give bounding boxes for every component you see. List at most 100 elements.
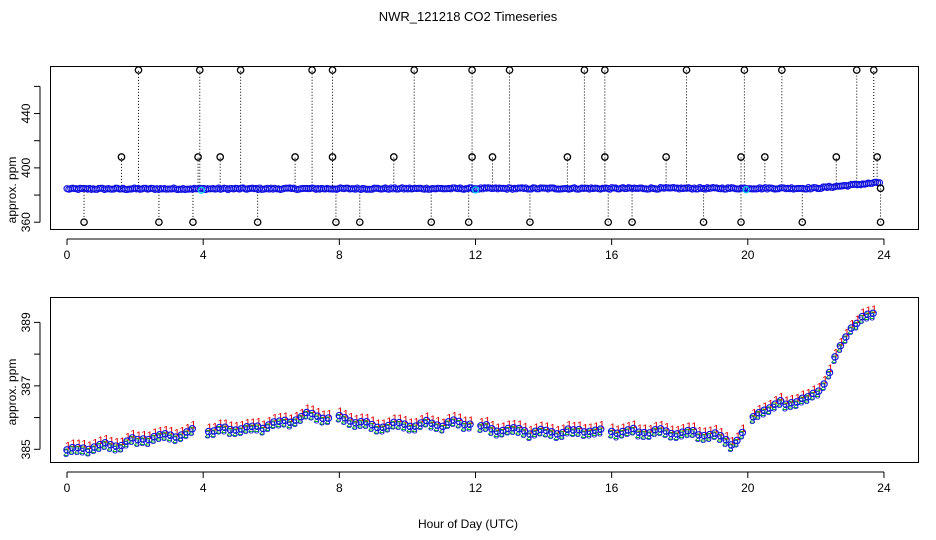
point-series-3: 3 (776, 399, 782, 411)
top-x-axis: 0 4 8 12 16 20 24 (64, 238, 891, 262)
point-series-3: 3 (74, 446, 80, 458)
point-series-3: 3 (79, 446, 85, 458)
spike-point (355, 218, 364, 227)
point-o (722, 435, 730, 444)
point-series-3: 3 (531, 429, 537, 441)
point-series-3: 3 (624, 428, 630, 440)
spike-point (662, 153, 670, 161)
point-series-3: 3 (597, 427, 603, 439)
spike-point (852, 66, 861, 74)
point-series-3: 3 (292, 418, 298, 430)
point-series-3: 3 (673, 432, 679, 444)
point-o (771, 400, 779, 408)
point-series-3: 3 (232, 428, 238, 440)
x-tick-label: 12 (469, 248, 483, 262)
spike-point (194, 153, 202, 161)
point-o (765, 404, 774, 412)
x-tick-label: 0 (64, 481, 71, 495)
point-o (341, 414, 349, 422)
spike-point (798, 218, 807, 227)
point-series-3: 3 (815, 389, 821, 401)
point-o (139, 435, 148, 443)
point-o (520, 427, 529, 435)
point-o (820, 380, 828, 388)
point-series-3: 3 (450, 418, 456, 430)
point-o (351, 419, 360, 427)
point-o (477, 422, 485, 430)
spike-point (563, 153, 572, 161)
point-series-3: 3 (662, 429, 668, 441)
point-o (177, 431, 186, 439)
point-series-3: 3 (766, 406, 772, 418)
spike-point (117, 153, 126, 161)
point-o (684, 426, 692, 435)
point-series-3: 3 (90, 445, 96, 457)
point-o (259, 424, 267, 433)
spike-point (682, 66, 691, 74)
spike-point (291, 153, 299, 161)
spike-point (328, 66, 337, 74)
point-series-3: 3 (771, 402, 777, 414)
point-o (302, 408, 311, 417)
point-series-3: 3 (629, 427, 635, 439)
point-series-3: 3 (520, 429, 526, 441)
top-y-axis: 360 400 440 (19, 85, 41, 232)
point-series-3: 3 (363, 420, 369, 432)
spike-point (468, 66, 476, 74)
point-o (564, 425, 572, 433)
point-series-3: 3 (264, 423, 270, 435)
point-o (831, 353, 839, 361)
point-series-3: 3 (188, 427, 194, 439)
point-o (504, 424, 512, 433)
point-series-3: 3 (461, 423, 467, 435)
point-o (776, 396, 785, 405)
point-series-3: 3 (782, 402, 788, 414)
point-o (646, 429, 654, 437)
point-series-3: 3 (243, 425, 249, 437)
spike-point (600, 153, 609, 161)
point-series-3: 3 (335, 414, 341, 426)
point-series-3: 3 (422, 419, 428, 431)
point-o (635, 428, 643, 436)
point-series-3: 3 (635, 430, 641, 442)
point-series-3: 3 (270, 420, 276, 432)
spike-point (389, 153, 398, 161)
spike-point (488, 153, 497, 161)
point-series-3: 3 (297, 415, 303, 427)
point-o (793, 398, 801, 406)
point-series-3: 3 (368, 423, 374, 435)
point-o (814, 387, 823, 395)
point-series-3: 3 (738, 431, 744, 443)
point-o (852, 319, 861, 328)
spike-point (328, 153, 337, 161)
point-o (798, 394, 807, 403)
point-series-3: 3 (700, 434, 706, 446)
point-series-3: 3 (96, 443, 102, 455)
y-tick-label: 387 (19, 376, 33, 396)
point-series-3: 3 (319, 417, 325, 429)
point-series-3: 3 (117, 444, 123, 456)
point-series-3: 3 (559, 431, 565, 443)
point-o (869, 309, 877, 317)
point-series-3: 3 (787, 401, 793, 413)
bottom-plot-frame (50, 297, 919, 463)
point-series-3: 3 (542, 429, 548, 441)
point-o (188, 425, 197, 433)
point-o (215, 423, 224, 432)
point-o (836, 342, 845, 350)
point-o (597, 425, 605, 433)
point-series-3: 3 (755, 411, 761, 423)
point-series-3: 3 (357, 420, 363, 432)
point-o (700, 431, 708, 440)
spike-point (628, 218, 636, 227)
point-series-3: 3 (215, 426, 221, 438)
point-o (134, 435, 142, 444)
point-o (248, 422, 256, 431)
point-o (553, 430, 561, 438)
point-o (733, 436, 741, 445)
point-o (678, 428, 687, 436)
point-o (112, 442, 120, 450)
point-series-3: 3 (417, 421, 423, 433)
point-series-3: 3 (384, 424, 390, 436)
